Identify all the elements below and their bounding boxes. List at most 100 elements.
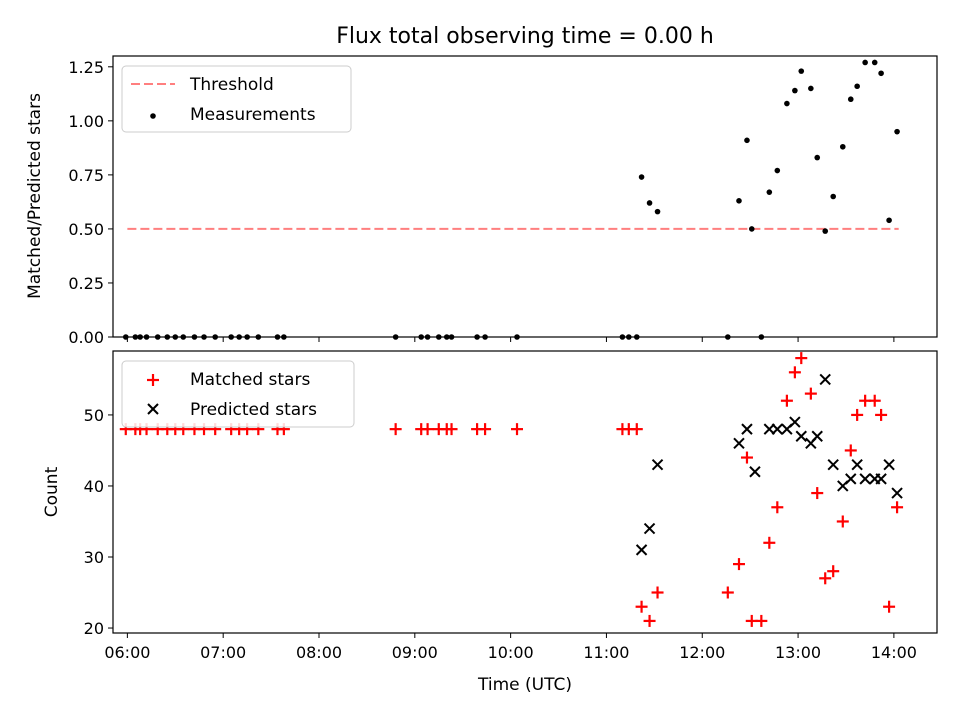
measurement-point (792, 87, 798, 94)
measurement-point (878, 70, 884, 77)
legend-matched-label: Matched stars (190, 370, 310, 390)
bottom-panel: 20 30 40 50 06:00 07:00 08:00 09:00 10:00 11:00 1… (42, 350, 938, 695)
predicted-star-point (883, 458, 895, 471)
matched-star-point (795, 352, 808, 365)
legend-threshold-label: Threshold (189, 75, 274, 95)
matched-star-point (811, 487, 824, 500)
measurement-point (854, 83, 860, 90)
x-axis-label: Time (UTC) (477, 675, 572, 695)
predicted-star-point (789, 416, 801, 428)
x-tick-label: 13:00 (775, 643, 821, 662)
measurement-point (654, 208, 661, 215)
measurement-point (736, 198, 742, 204)
measurement-point (839, 143, 846, 150)
measurement-point (847, 96, 854, 103)
legend-predicted-label: Predicted stars (190, 400, 317, 420)
matched-star-point (643, 614, 656, 627)
matched-star-point (844, 444, 857, 457)
matched-star-point (771, 501, 784, 514)
y-tick-label: 1.25 (68, 58, 104, 77)
measurement-point (871, 59, 878, 66)
x-tick-label: 08:00 (296, 643, 342, 662)
measurement-point (646, 200, 653, 206)
predicted-star-point (741, 423, 753, 435)
bottom-y-axis-label: Count (42, 466, 62, 517)
bottom-axes-frame (112, 350, 938, 634)
matched-star-point (421, 423, 434, 436)
matched-star-point (875, 408, 888, 421)
predicted-star-point (845, 473, 857, 485)
predicted-star-point (643, 522, 656, 535)
measurement-point (774, 167, 781, 174)
y-tick-label: 50 (84, 406, 104, 425)
measurement-point (822, 228, 829, 234)
predicted-star-point (891, 487, 903, 499)
measurement-point (766, 189, 773, 195)
matched-star-point (891, 501, 904, 514)
predicted-star-point (811, 430, 823, 442)
x-tick-label: 12:00 (679, 643, 725, 662)
matched-star-point (851, 408, 864, 421)
matched-star-point (445, 423, 458, 436)
matched-star-point (479, 423, 492, 436)
predicted-star-point (859, 473, 871, 485)
measurement-point (886, 217, 892, 224)
matched-star-point (721, 586, 734, 599)
x-tick-label: 11:00 (583, 643, 629, 662)
x-tick-label: 06:00 (104, 643, 150, 662)
measurement-point (784, 100, 790, 107)
top-legend-box (121, 65, 352, 133)
matched-star-point (732, 558, 745, 571)
top-y-axis-label: Matched/Predicted stars (25, 93, 45, 299)
measurement-point (830, 193, 837, 200)
y-tick-label: 0.50 (68, 220, 104, 239)
legend-matched-swatch (147, 374, 159, 386)
bottom-legend-box (121, 360, 355, 428)
predicted-star-point (851, 458, 863, 471)
measurement-point (748, 226, 755, 232)
x-tick-label: 10:00 (488, 643, 534, 662)
legend-measurements-swatch (150, 113, 156, 119)
measurement-point (808, 85, 814, 92)
predicted-star-point (827, 458, 839, 471)
top-y-ticks: 0.00 0.25 0.50 0.75 1.00 1.25 (68, 58, 113, 347)
legend-predicted-swatch (147, 403, 159, 415)
predicted-star-point (771, 423, 784, 435)
measurement-point (798, 68, 805, 74)
legend-measurements-label: Measurements (190, 105, 316, 125)
matched-star-point (827, 565, 840, 578)
matched-star-point (651, 586, 664, 599)
predicted-star-point (651, 458, 664, 471)
matched-star-point (788, 366, 801, 379)
bottom-y-ticks: 20 30 40 50 (84, 406, 113, 638)
measurement-point (862, 59, 868, 66)
predicted-star-point (749, 466, 761, 478)
matched-star-point (511, 423, 524, 436)
matched-star-point (763, 536, 776, 549)
y-tick-label: 0.25 (68, 274, 104, 293)
matched-star-point (780, 394, 793, 407)
top-legend: Threshold Measurements (121, 65, 352, 133)
x-tick-label: 09:00 (392, 643, 438, 662)
measurement-point (814, 154, 821, 161)
matched-star-point (740, 451, 753, 464)
matched-star-point (868, 394, 881, 407)
matched-star-point (389, 423, 402, 436)
x-tick-label: 14:00 (871, 643, 917, 662)
predicted-star-point (819, 373, 831, 386)
y-tick-label: 1.00 (68, 112, 104, 131)
matched-star-point (819, 572, 832, 585)
matched-star-point (755, 614, 768, 627)
matched-star-point (804, 387, 817, 400)
top-panel: 0.00 0.25 0.50 0.75 1.00 1.25 Matched/Predict… (25, 55, 938, 347)
bottom-x-ticks: 06:00 07:00 08:00 09:00 10:00 11:00 12:00 13:00… (104, 633, 917, 662)
matched-star-point (883, 600, 896, 613)
matched-star-point (630, 423, 643, 436)
y-tick-label: 0.00 (68, 328, 104, 347)
x-tick-label: 07:00 (200, 643, 246, 662)
predicted-star-point (635, 544, 648, 556)
y-tick-label: 0.75 (68, 166, 104, 185)
matched-star-point (836, 515, 849, 528)
top-x-ticks (126, 337, 895, 342)
